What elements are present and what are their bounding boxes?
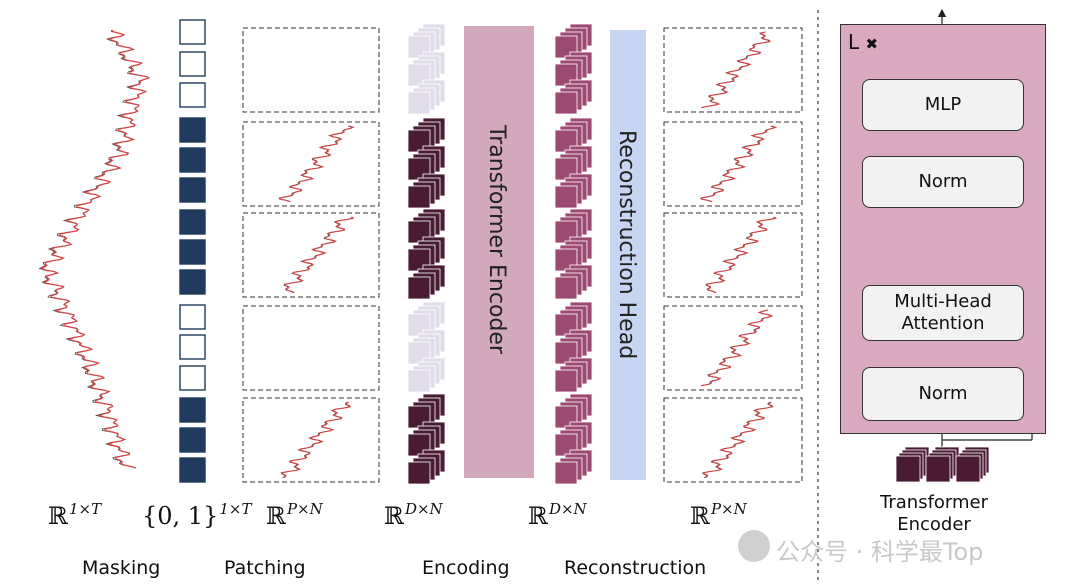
recon-patch-frame	[663, 121, 803, 207]
transformer-encoder-label: Transformer Encoder	[484, 125, 509, 354]
mask-cell-visible	[179, 209, 206, 235]
recon-patches-dim-label: ℝP×N	[690, 500, 747, 530]
reconstruction-head-block	[610, 30, 646, 480]
series-smoothed-line	[40, 29, 150, 469]
transformer-encoder-block	[464, 26, 534, 478]
masked-embedding	[407, 369, 431, 393]
wechat-icon	[738, 530, 770, 562]
input-patch-frame	[242, 27, 380, 113]
recon-embedding	[554, 91, 578, 115]
mask-cell-masked	[179, 334, 206, 360]
input-patch-frame	[242, 397, 380, 483]
mask-cell-visible	[179, 397, 206, 423]
series-raw-line	[38, 29, 151, 469]
patches-dim-label: ℝP×N	[266, 500, 323, 530]
input-patch-series-smoothed	[279, 125, 355, 203]
input-patch-frame	[242, 212, 380, 298]
encoding-label: Encoding	[422, 557, 510, 579]
recon-patch-series-smoothed	[700, 125, 778, 203]
recon-patch-series-smoothed	[702, 401, 774, 479]
patch-embedding	[407, 461, 431, 485]
recon-embedding	[554, 369, 578, 393]
mask-cell-visible	[179, 239, 206, 265]
mask-cell-visible	[179, 427, 206, 453]
input-patch-frame	[242, 305, 380, 391]
mask-cell-masked	[179, 51, 206, 77]
recon-patch-series-smoothed	[702, 309, 774, 387]
mlp-box: MLP	[862, 79, 1024, 131]
mask-cell-visible	[179, 117, 206, 143]
recon-patch-frame	[663, 212, 803, 298]
input-patch-frame	[242, 121, 380, 207]
input-patch-series-smoothed	[281, 401, 352, 479]
attention-line2: Attention	[901, 313, 985, 334]
mask-cell-masked	[179, 82, 206, 108]
masked-embedding	[407, 91, 431, 115]
mask-cell-visible	[179, 147, 206, 173]
embeddings-dim-label: ℝD×N	[384, 500, 443, 530]
recon-patch-frame	[663, 305, 803, 391]
recon-patch-series-smoothed	[701, 31, 771, 109]
mask-cell-masked	[179, 365, 206, 391]
mask-cell-masked	[179, 304, 206, 330]
input-token	[955, 455, 981, 483]
reconstruction-label: Reconstruction	[564, 557, 707, 579]
recon-embedding	[554, 276, 578, 300]
input-token	[925, 455, 951, 483]
recon-embedding	[554, 461, 578, 485]
multi-head-attention-box: Multi-Head Attention	[862, 285, 1024, 341]
mask-cell-masked	[179, 19, 206, 45]
reconstruction-head-label: Reconstruction Head	[614, 130, 639, 360]
patching-label: Patching	[224, 557, 306, 579]
mask-cell-visible	[179, 269, 206, 295]
mask-cell-visible	[179, 177, 206, 203]
transformer-encoder-caption: Transformer Encoder	[880, 492, 989, 535]
series-dim-label: ℝ1×T	[48, 500, 102, 530]
watermark-text: 公众号 · 科学最Top	[776, 538, 984, 566]
masking-label: Masking	[82, 557, 161, 579]
norm-bottom-box: Norm	[862, 367, 1024, 421]
recon-embeddings-dim-label: ℝD×N	[528, 500, 587, 530]
recon-patch-series-smoothed	[706, 216, 778, 294]
input-token	[895, 455, 921, 483]
input-patch-series-smoothed	[284, 216, 355, 294]
repeat-count-label: L ✖	[848, 30, 879, 54]
attention-line1: Multi-Head	[894, 290, 992, 312]
patch-embedding	[407, 276, 431, 300]
norm-top-box: Norm	[862, 156, 1024, 208]
recon-patch-frame	[663, 27, 803, 113]
recon-embedding	[554, 185, 578, 209]
mask-cell-visible	[179, 457, 206, 483]
recon-patch-frame	[663, 397, 803, 483]
mask-dim-label: {0, 1}1×T	[142, 500, 252, 530]
patch-embedding	[407, 185, 431, 209]
